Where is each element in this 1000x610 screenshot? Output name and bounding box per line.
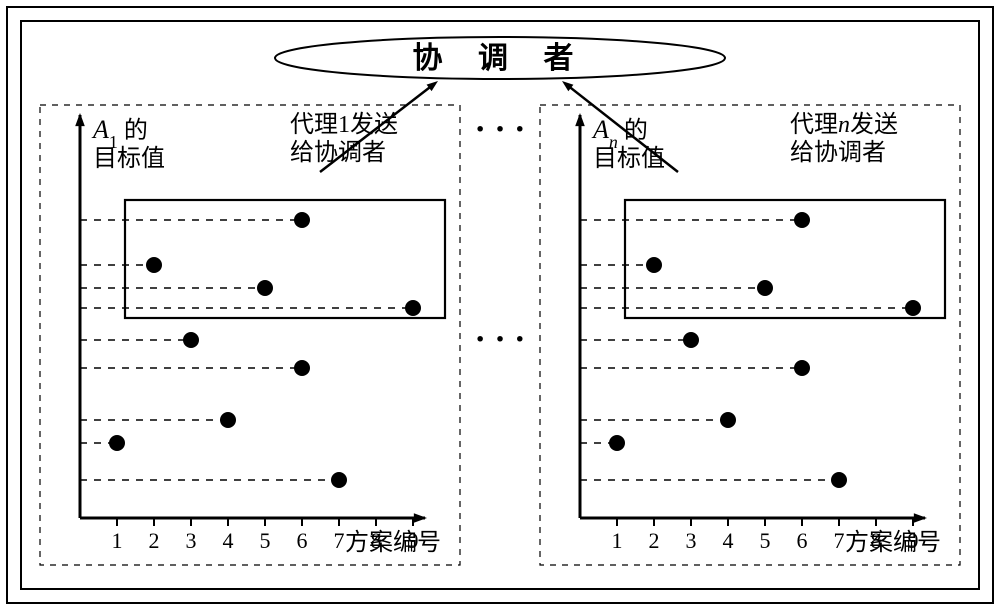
panel-caption: 代理n发送给协调者 (790, 111, 898, 166)
svg-text:4: 4 (723, 528, 734, 553)
svg-text:7: 7 (334, 528, 345, 553)
y-axis-label: An 的目标值 (591, 115, 665, 172)
svg-text:1: 1 (612, 528, 623, 553)
data-point (905, 300, 921, 316)
data-point (405, 300, 421, 316)
data-point (720, 412, 736, 428)
data-point (683, 332, 699, 348)
data-point (109, 435, 125, 451)
svg-text:3: 3 (686, 528, 697, 553)
data-point (609, 435, 625, 451)
data-point (646, 257, 662, 273)
svg-text:6: 6 (797, 528, 808, 553)
svg-text:1: 1 (112, 528, 123, 553)
svg-text:2: 2 (149, 528, 160, 553)
svg-text:7: 7 (834, 528, 845, 553)
coordinator-label: 协 调 者 (413, 42, 588, 75)
selection-box (125, 200, 445, 318)
figure-root: 协 调 者· · ·· · ·123456789方案编号A1 的目标值代理1发送… (0, 0, 1000, 610)
data-point (257, 280, 273, 296)
data-point (220, 412, 236, 428)
data-point (294, 212, 310, 228)
svg-text:2: 2 (649, 528, 660, 553)
svg-text:5: 5 (760, 528, 771, 553)
stage: 协 调 者· · ·· · ·123456789方案编号A1 的目标值代理1发送… (20, 20, 980, 590)
data-point (794, 212, 810, 228)
data-point (183, 332, 199, 348)
selection-box (625, 200, 945, 318)
svg-text:3: 3 (186, 528, 197, 553)
data-point (794, 360, 810, 376)
x-axis-label: 方案编号 (845, 529, 941, 556)
panel-right: 123456789方案编号An 的目标值代理n发送给协调者 (540, 105, 960, 565)
data-point (757, 280, 773, 296)
panel-left: 123456789方案编号A1 的目标值代理1发送给协调者 (40, 105, 460, 565)
svg-text:6: 6 (297, 528, 308, 553)
top-ellipsis: · · · (474, 111, 525, 148)
data-point (831, 472, 847, 488)
diagram-svg: 协 调 者· · ·· · ·123456789方案编号A1 的目标值代理1发送… (20, 20, 980, 590)
y-axis-label: A1 的目标值 (91, 115, 165, 172)
x-axis-label: 方案编号 (345, 529, 441, 556)
svg-text:5: 5 (260, 528, 271, 553)
panel-caption: 代理1发送给协调者 (290, 111, 398, 166)
data-point (294, 360, 310, 376)
data-point (146, 257, 162, 273)
middle-ellipsis: · · · (474, 321, 525, 358)
data-point (331, 472, 347, 488)
svg-text:4: 4 (223, 528, 234, 553)
